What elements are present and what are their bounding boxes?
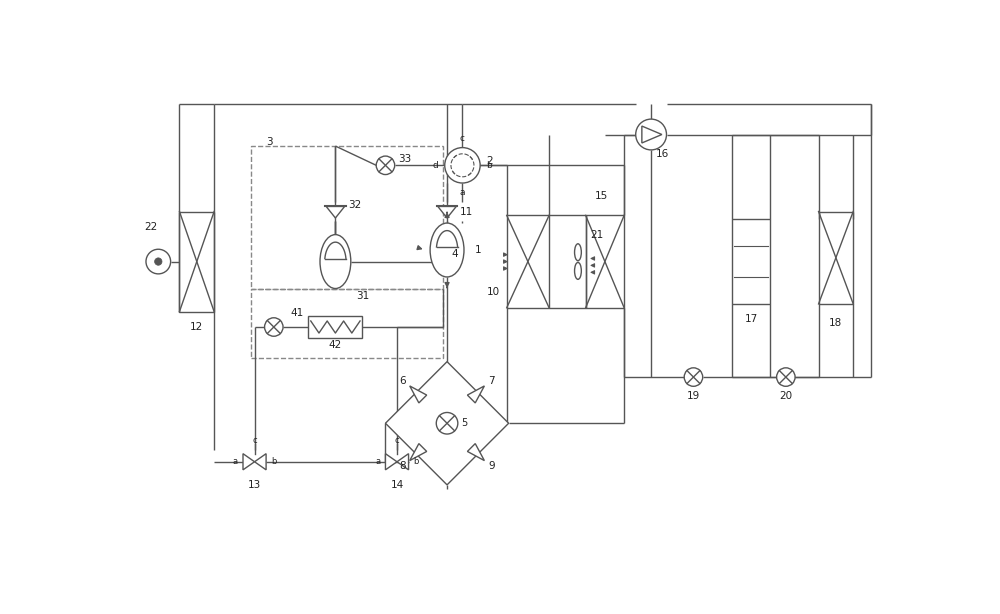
Text: d: d xyxy=(433,161,438,170)
Text: 41: 41 xyxy=(290,308,304,318)
Bar xyxy=(251,289,443,358)
Polygon shape xyxy=(397,454,409,470)
Ellipse shape xyxy=(430,223,464,277)
Text: 12: 12 xyxy=(190,322,203,332)
Text: c: c xyxy=(460,134,465,143)
Text: 18: 18 xyxy=(829,318,843,328)
Text: 33: 33 xyxy=(398,154,411,164)
Text: c: c xyxy=(252,436,257,445)
Polygon shape xyxy=(410,443,427,460)
Circle shape xyxy=(636,119,666,150)
Text: 3: 3 xyxy=(267,137,273,147)
Text: 4: 4 xyxy=(451,249,458,259)
Polygon shape xyxy=(385,362,509,485)
Text: 15: 15 xyxy=(594,191,608,201)
Text: 5: 5 xyxy=(461,418,467,428)
Text: a: a xyxy=(375,457,380,466)
Polygon shape xyxy=(255,454,266,470)
Ellipse shape xyxy=(575,244,581,261)
Circle shape xyxy=(155,258,162,265)
Text: 32: 32 xyxy=(348,200,361,211)
Bar xyxy=(586,216,624,308)
Bar xyxy=(507,216,549,308)
Text: 6: 6 xyxy=(399,376,406,386)
Circle shape xyxy=(436,413,458,434)
Text: 42: 42 xyxy=(329,340,342,350)
Text: c: c xyxy=(395,436,399,445)
Text: b: b xyxy=(487,161,492,170)
Polygon shape xyxy=(438,206,456,218)
Circle shape xyxy=(265,318,283,336)
Text: b: b xyxy=(271,457,276,466)
Text: 7: 7 xyxy=(488,376,495,386)
Circle shape xyxy=(777,368,795,386)
Text: 11: 11 xyxy=(460,206,473,217)
Polygon shape xyxy=(467,443,484,460)
Circle shape xyxy=(376,156,395,174)
Text: 21: 21 xyxy=(591,230,604,239)
Bar xyxy=(819,211,853,304)
Ellipse shape xyxy=(320,235,351,289)
Bar xyxy=(179,211,214,312)
Text: a: a xyxy=(233,457,238,466)
Ellipse shape xyxy=(575,262,581,279)
Text: 31: 31 xyxy=(356,291,369,301)
Circle shape xyxy=(445,147,480,183)
Bar xyxy=(732,219,770,304)
Text: 13: 13 xyxy=(248,480,261,490)
Text: 19: 19 xyxy=(687,391,700,402)
Text: 1: 1 xyxy=(475,245,481,255)
Bar xyxy=(251,146,443,289)
Text: 14: 14 xyxy=(390,480,404,490)
Text: 8: 8 xyxy=(399,460,406,470)
Text: 17: 17 xyxy=(745,314,758,324)
Circle shape xyxy=(684,368,703,386)
Text: b: b xyxy=(414,457,419,466)
Polygon shape xyxy=(467,386,484,403)
Bar xyxy=(308,316,362,338)
Text: 10: 10 xyxy=(487,287,500,297)
Text: 20: 20 xyxy=(779,391,792,402)
Text: 9: 9 xyxy=(488,460,495,470)
Text: a: a xyxy=(460,188,465,196)
Polygon shape xyxy=(243,454,255,470)
Circle shape xyxy=(146,249,171,274)
Polygon shape xyxy=(326,206,345,218)
Text: 16: 16 xyxy=(656,149,669,159)
Text: 2: 2 xyxy=(486,157,493,166)
Polygon shape xyxy=(410,386,427,403)
Text: 22: 22 xyxy=(144,222,157,232)
Polygon shape xyxy=(385,454,397,470)
